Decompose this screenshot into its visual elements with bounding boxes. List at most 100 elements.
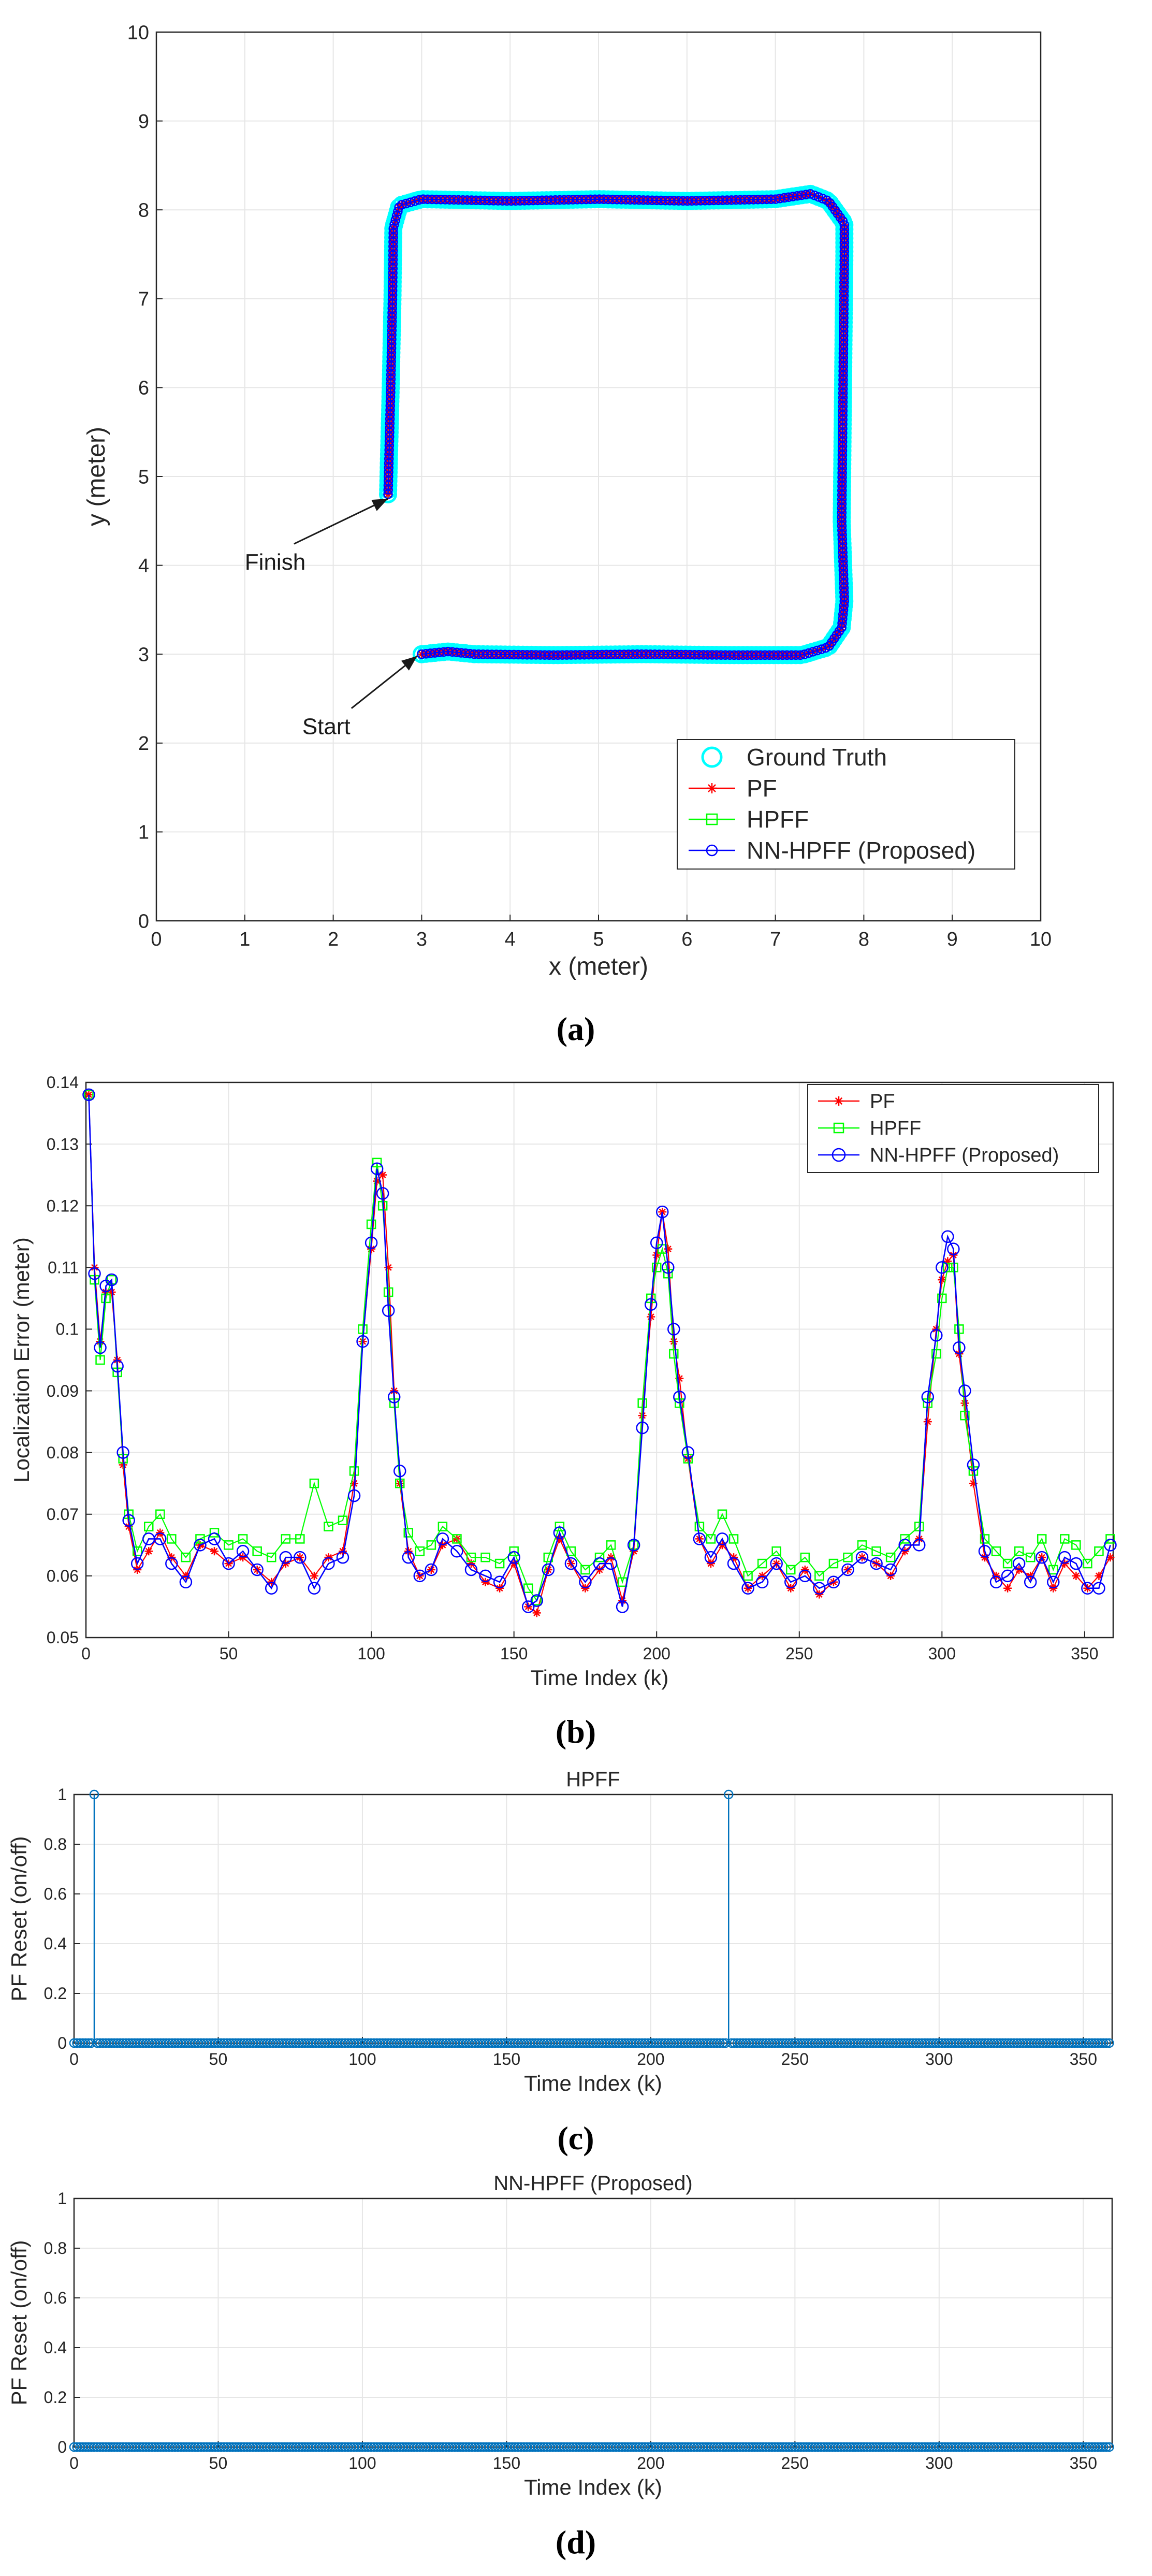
hpff-point [324,1522,333,1531]
legend-marker [701,746,723,768]
pf-point [638,1411,647,1420]
nn-hpff-point [795,650,805,660]
nn-hpff-point [382,1304,395,1317]
x-tick-label: 300 [925,2050,953,2068]
nn-hpff-point [812,645,822,656]
x-tick-label: 0 [151,929,162,950]
nn-hpff-point [194,1539,207,1552]
hpff-point [532,1596,542,1605]
legend-label: PF [747,775,777,802]
nn-hpff-point [912,1539,926,1552]
nn-hpff-point [154,1532,167,1545]
pf-point [373,1177,382,1185]
nn-hpff-point [770,1557,783,1570]
nn-hpff-point [816,644,826,654]
y-tick-label: 5 [138,466,149,488]
hpff-point [358,1324,368,1334]
nn-hpff-point [376,1187,389,1200]
hpff-point [580,1565,590,1575]
x-tick-label: 200 [637,2454,664,2472]
nn-hpff-point [405,197,415,207]
y-tick-label: 0.08 [47,1443,79,1462]
hpff-point [252,1546,262,1556]
series-hpff [84,1090,1115,1605]
nn-hpff-point [82,1088,95,1102]
legend-label: HPFF [870,1118,921,1139]
hpff-point [871,1546,881,1556]
panel-caption: (a) [557,1010,595,1047]
x-tick-label: 100 [348,2050,376,2068]
hpff-point [757,1558,767,1569]
x-tick-label: 150 [493,2454,520,2472]
nn-hpff-point [967,1458,980,1471]
legend: PF HPFF NN-HPFF (Proposed) [807,1084,1099,1173]
nn-hpff-point [716,1532,729,1545]
nn-hpff-point [655,1205,669,1219]
x-tick-label: 350 [1070,2454,1097,2472]
chart-panel-c: 0 50 100 150 200 250 300 350 0 0.2 0.4 0.6 0.8 1 Time … [7,1768,1114,2157]
x-axis-label: Time Index (k) [531,1666,669,1690]
hpff-point [1060,1534,1070,1544]
y-tick-label: 0.07 [47,1505,79,1524]
nn-hpff-point [521,1600,535,1613]
nn-hpff-point [1070,1557,1083,1570]
reset-point [81,2038,91,2048]
nn-hpff-point [308,1582,321,1595]
hpff-point [494,1558,505,1569]
annotation-arrow [294,498,389,545]
nn-hpff-point [436,1532,449,1545]
x-tick-label: 100 [348,2454,376,2472]
hpff-point [466,1552,476,1562]
pf-point [938,1276,946,1284]
nn-hpff-point [636,1421,649,1435]
hpff-point [717,1509,727,1519]
hpff-point [828,1558,839,1569]
hpff-point [238,1534,248,1544]
nn-hpff-point [818,194,828,204]
hpff-point [415,1546,425,1556]
hpff-point [857,1540,867,1550]
nn-hpff-point [798,1569,812,1583]
nn-hpff-point [841,1563,854,1576]
hpff-point [438,1522,448,1531]
hpff-point [143,1522,154,1531]
hpff-point [943,1263,953,1272]
panel-caption: (c) [557,2120,594,2157]
y-axis-label: PF Reset (on/off) [7,2240,31,2405]
y-tick-label: 0.6 [44,2289,67,2307]
nn-hpff-point [410,196,420,206]
pf-point [960,1399,969,1408]
x-tick-label: 350 [1071,1644,1098,1663]
nn-hpff-point [755,1575,769,1589]
x-tick-label: 200 [643,1644,670,1663]
x-tick-label: 2 [328,929,339,950]
x-tick-label: 10 [1030,929,1052,950]
hpff-point [771,1546,781,1556]
nn-hpff-point [978,1544,991,1558]
hpff-point [209,1528,220,1538]
annotation-arrowhead [401,656,417,671]
nn-hpff-point [402,1551,415,1564]
y-tick-label: 0.05 [47,1628,79,1647]
hpff-point [651,1263,662,1272]
nn-hpff-point [356,1335,369,1348]
nn-hpff-point [450,1544,463,1558]
annotation-arrowhead [371,498,388,511]
nn-hpff-point [391,211,402,221]
x-tick-label: 8 [858,929,869,950]
y-tick-label: 10 [127,22,149,44]
x-tick-label: 6 [681,929,692,950]
chart-title: HPFF [566,1768,620,1791]
hpff-point [937,1293,947,1304]
x-tick-label: 7 [770,929,781,950]
nn-hpff-point [394,202,404,212]
hpff-point [949,1263,958,1272]
hpff-point [309,1478,319,1488]
annotation-label: Finish [245,549,305,575]
plot-frame [85,1081,1114,1639]
x-tick-label: 0 [69,2454,79,2472]
nn-hpff-point [265,1582,278,1595]
nn-hpff-point [418,194,428,204]
nn-hpff-point [530,1594,544,1607]
nn-hpff-point [804,648,814,658]
